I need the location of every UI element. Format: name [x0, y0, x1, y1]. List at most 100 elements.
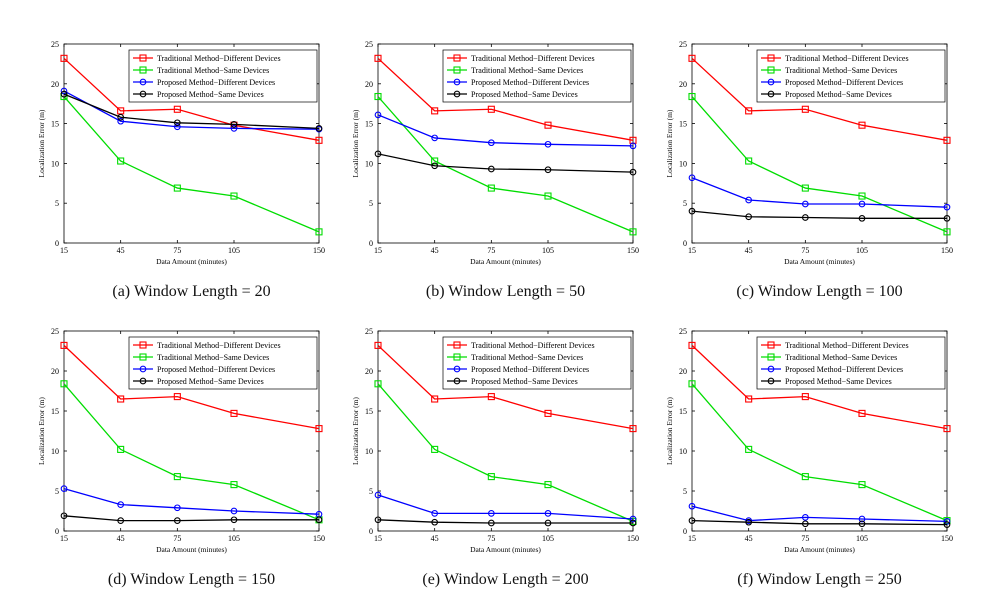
x-tick-label: 15: [60, 246, 68, 255]
y-tick-label: 0: [55, 527, 59, 536]
data-point: [431, 107, 439, 115]
data-point: [487, 165, 495, 173]
legend-label: Traditional Method−Same Devices: [471, 353, 583, 362]
panel-caption: (e) Window Length = 200: [422, 571, 588, 588]
legend-label: Traditional Method−Same Devices: [471, 66, 583, 75]
data-point: [117, 395, 125, 403]
data-point: [858, 515, 866, 523]
data-point: [943, 203, 951, 211]
data-point: [745, 445, 753, 453]
data-point: [801, 214, 809, 221]
legend-marker: [453, 66, 461, 74]
data-point: [173, 105, 181, 113]
data-point: [544, 409, 552, 417]
y-tick-label: 25: [365, 40, 373, 49]
legend-label: Traditional Method−Same Devices: [785, 353, 897, 362]
data-point: [487, 184, 495, 192]
y-axis-label: Localization Error (m): [37, 397, 46, 465]
y-tick-label: 25: [365, 327, 373, 336]
y-tick-label: 20: [365, 367, 373, 376]
y-tick-label: 5: [369, 199, 373, 208]
data-point: [230, 507, 238, 515]
data-point: [315, 425, 323, 433]
chart-panel-1: 0 5 10 15 20 25 15 45 75 105 150 Data Amount (minut…: [351, 40, 639, 300]
x-axis-label: Data Amount (minutes): [784, 257, 855, 266]
data-point: [629, 515, 637, 523]
data-point: [173, 517, 181, 524]
data-point: [544, 519, 552, 527]
y-tick-label: 10: [365, 159, 373, 168]
legend-label: Proposed Method−Same Devices: [785, 90, 892, 99]
data-point: [745, 395, 753, 403]
legend-label: Traditional Method−Same Devices: [157, 66, 269, 75]
y-tick-label: 20: [679, 80, 687, 89]
y-tick-label: 15: [679, 120, 687, 129]
series-line: [377, 383, 634, 522]
legend-marker: [139, 66, 147, 74]
data-point: [487, 105, 495, 113]
y-tick-label: 20: [51, 80, 59, 89]
data-point: [745, 196, 753, 204]
data-point: [487, 393, 495, 401]
x-axis-label: Data Amount (minutes): [470, 545, 541, 554]
data-point: [60, 512, 68, 520]
legend-label: Traditional Method−Same Devices: [157, 353, 269, 362]
y-tick-label: 5: [55, 487, 59, 496]
legend-marker: [453, 365, 461, 373]
data-point: [688, 174, 696, 182]
data-point: [315, 228, 323, 236]
data-point: [745, 213, 753, 221]
legend-label: Traditional Method−Different Devices: [471, 54, 595, 63]
series-line: [63, 487, 320, 515]
x-tick-label: 15: [374, 534, 382, 543]
legend-label: Traditional Method−Different Devices: [157, 54, 281, 63]
data-point: [688, 341, 696, 349]
y-tick-label: 0: [55, 239, 59, 248]
data-point: [943, 136, 951, 144]
x-tick-label: 45: [117, 246, 125, 255]
data-point: [315, 516, 323, 524]
legend-marker: [453, 377, 461, 385]
series-line: [377, 153, 634, 173]
data-point: [173, 184, 181, 192]
data-point: [629, 142, 637, 150]
y-tick-label: 0: [369, 239, 373, 248]
data-point: [801, 200, 809, 208]
y-tick-label: 20: [679, 367, 687, 376]
x-tick-label: 15: [374, 246, 382, 255]
x-tick-label: 75: [801, 534, 809, 543]
legend: [756, 336, 946, 390]
series-line: [63, 344, 320, 430]
legend: [128, 336, 318, 390]
legend-label: Traditional Method−Same Devices: [785, 66, 897, 75]
y-tick-label: 0: [683, 527, 687, 536]
y-axis-label: Localization Error (m): [37, 109, 46, 177]
y-axis-label: Localization Error (m): [665, 109, 674, 177]
data-point: [544, 121, 552, 129]
legend-label: Proposed Method−Same Devices: [471, 377, 578, 386]
data-point: [544, 481, 552, 489]
data-point: [487, 139, 495, 147]
x-axis-label: Data Amount (minutes): [156, 257, 227, 266]
y-axis-label: Localization Error (m): [351, 109, 360, 177]
series-line: [377, 114, 634, 147]
data-point: [688, 380, 696, 388]
legend-marker: [139, 341, 147, 349]
data-point: [431, 395, 439, 403]
y-tick-label: 15: [51, 120, 59, 129]
x-tick-label: 45: [745, 246, 753, 255]
data-point: [745, 107, 753, 115]
x-tick-label: 105: [542, 246, 554, 255]
data-point: [801, 184, 809, 192]
data-point: [801, 520, 809, 528]
y-tick-label: 10: [51, 447, 59, 456]
data-point: [629, 425, 637, 433]
data-point: [943, 521, 951, 528]
data-point: [315, 136, 323, 144]
legend-marker: [767, 90, 775, 98]
data-point: [60, 380, 68, 388]
x-tick-label: 75: [173, 246, 181, 255]
data-point: [629, 519, 637, 527]
series-line: [377, 96, 634, 233]
x-tick-label: 105: [228, 534, 240, 543]
